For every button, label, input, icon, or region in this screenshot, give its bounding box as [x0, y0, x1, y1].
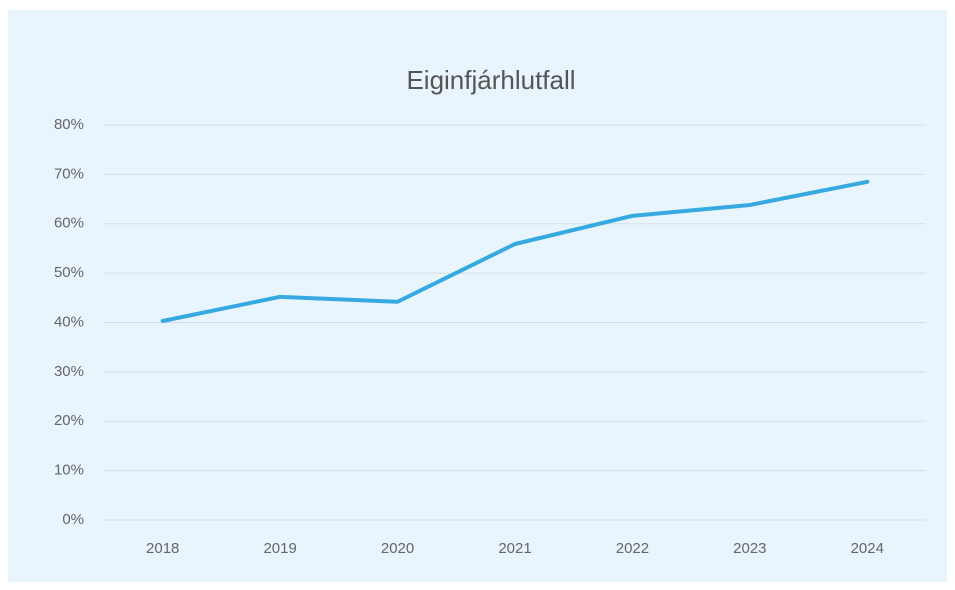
x-tick-label: 2023 — [733, 540, 766, 557]
y-tick-label: 70% — [54, 165, 84, 182]
y-tick-label: 60% — [54, 215, 84, 232]
y-tick-label: 0% — [62, 511, 84, 528]
y-tick-label: 10% — [54, 462, 84, 479]
x-tick-label: 2021 — [498, 540, 531, 557]
x-tick-label: 2020 — [381, 540, 414, 557]
x-tick-label: 2019 — [263, 540, 296, 557]
y-tick-label: 50% — [54, 264, 84, 281]
x-tick-label: 2018 — [146, 540, 179, 557]
chart-title: Eiginfjárhlutfall — [406, 65, 575, 95]
x-tick-label: 2024 — [851, 540, 884, 557]
y-tick-label: 80% — [54, 116, 84, 133]
y-tick-label: 30% — [54, 363, 84, 380]
x-tick-label: 2022 — [616, 540, 649, 557]
y-tick-label: 40% — [54, 313, 84, 330]
chart-background — [8, 10, 947, 582]
data-line — [160, 179, 870, 324]
y-tick-label: 20% — [54, 412, 84, 429]
